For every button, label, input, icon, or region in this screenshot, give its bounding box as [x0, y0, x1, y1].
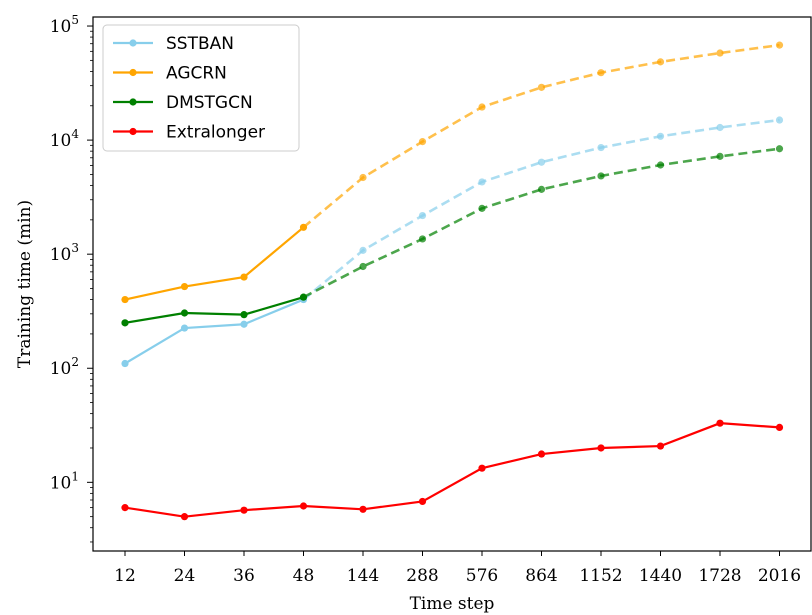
- data-point: [121, 359, 129, 368]
- series-line-dashed: [302, 118, 780, 301]
- y-axis-label: Training time (min): [15, 200, 35, 368]
- data-point: [299, 502, 308, 510]
- data-point: [716, 123, 724, 132]
- x-tick-label: 576: [466, 566, 498, 586]
- x-tick-label: 1728: [698, 566, 741, 586]
- data-point: [121, 504, 129, 512]
- data-point: [656, 132, 665, 140]
- y-tick-label: 104: [50, 127, 80, 151]
- data-point: [359, 246, 367, 254]
- data-point: [656, 161, 665, 169]
- data-point: [121, 295, 129, 304]
- legend-entry: SSTBAN: [113, 34, 234, 54]
- data-point: [359, 173, 367, 182]
- series-line: [124, 298, 304, 365]
- x-tick-label: 48: [293, 566, 315, 586]
- legend-label: SSTBAN: [166, 34, 234, 54]
- legend-label: DMSTGCN: [166, 93, 253, 113]
- x-tick-label: 1440: [639, 566, 682, 586]
- data-point: [537, 158, 546, 166]
- y-tick-label: 102: [50, 355, 79, 379]
- data-point: [478, 464, 486, 472]
- legend-entry: Extralonger: [113, 123, 265, 143]
- data-point: [180, 513, 189, 521]
- data-point: [180, 309, 189, 317]
- data-point: [537, 83, 546, 91]
- data-point: [597, 143, 605, 152]
- legend-label: AGCRN: [166, 64, 227, 84]
- data-point: [597, 172, 605, 180]
- data-point: [180, 324, 189, 332]
- data-point: [299, 223, 308, 231]
- data-point: [359, 505, 367, 513]
- data-point: [418, 497, 427, 506]
- data-point: [478, 204, 486, 212]
- series-line: [124, 422, 780, 518]
- data-point: [775, 145, 784, 153]
- data-point: [121, 319, 129, 327]
- data-point: [180, 282, 189, 291]
- data-point: [240, 311, 248, 319]
- legend-marker: [129, 98, 137, 106]
- series-dmstgcn: [121, 145, 784, 327]
- x-axis-label: Time step: [410, 594, 495, 614]
- data-point: [537, 450, 546, 458]
- series-line: [124, 296, 304, 324]
- x-tick-label: 1152: [579, 566, 622, 586]
- data-point: [537, 185, 546, 193]
- data-point: [775, 423, 784, 432]
- y-tick-label: 103: [50, 241, 79, 265]
- series-agcrn: [121, 41, 784, 304]
- data-point: [597, 444, 605, 452]
- legend-marker: [129, 127, 137, 136]
- data-point: [359, 262, 367, 271]
- legend-marker: [129, 39, 137, 47]
- legend-box: [102, 24, 300, 152]
- legend-entry: DMSTGCN: [113, 93, 253, 113]
- data-point: [418, 211, 427, 220]
- x-tick-label: 144: [347, 566, 379, 586]
- series-line-dashed: [302, 43, 780, 229]
- data-point: [478, 178, 486, 186]
- legend-marker: [129, 68, 137, 77]
- data-point: [240, 320, 248, 328]
- data-point: [716, 152, 724, 160]
- x-tick-label: 2016: [758, 566, 801, 586]
- y-tick-label: 105: [50, 13, 79, 37]
- data-point: [716, 419, 724, 427]
- data-point: [656, 58, 665, 66]
- data-point: [478, 103, 486, 111]
- series-line-dashed: [302, 147, 780, 299]
- data-point: [418, 235, 427, 243]
- x-tick-label: 36: [233, 566, 255, 586]
- data-point: [240, 506, 248, 514]
- plot-frame: [92, 16, 812, 552]
- data-point: [597, 69, 605, 77]
- y-tick-label: 101: [50, 469, 79, 493]
- x-tick-label: 864: [525, 566, 557, 586]
- series-sstban: [121, 116, 784, 368]
- data-point: [240, 273, 248, 281]
- data-point: [299, 293, 308, 301]
- x-tick-label: 12: [114, 566, 136, 586]
- data-point: [418, 138, 427, 146]
- data-point: [775, 116, 784, 124]
- x-tick-label: 24: [174, 566, 196, 586]
- legend-label: Extralonger: [166, 123, 265, 143]
- data-point: [775, 41, 784, 49]
- series-extralonger: [121, 419, 784, 521]
- data-point: [716, 49, 724, 57]
- series-line: [124, 226, 305, 301]
- data-point: [656, 442, 665, 450]
- legend-entry: AGCRN: [113, 64, 227, 84]
- legend: SSTBAN AGCRN DMSTGCN Extralonger: [102, 24, 300, 152]
- x-tick-label: 288: [406, 566, 438, 586]
